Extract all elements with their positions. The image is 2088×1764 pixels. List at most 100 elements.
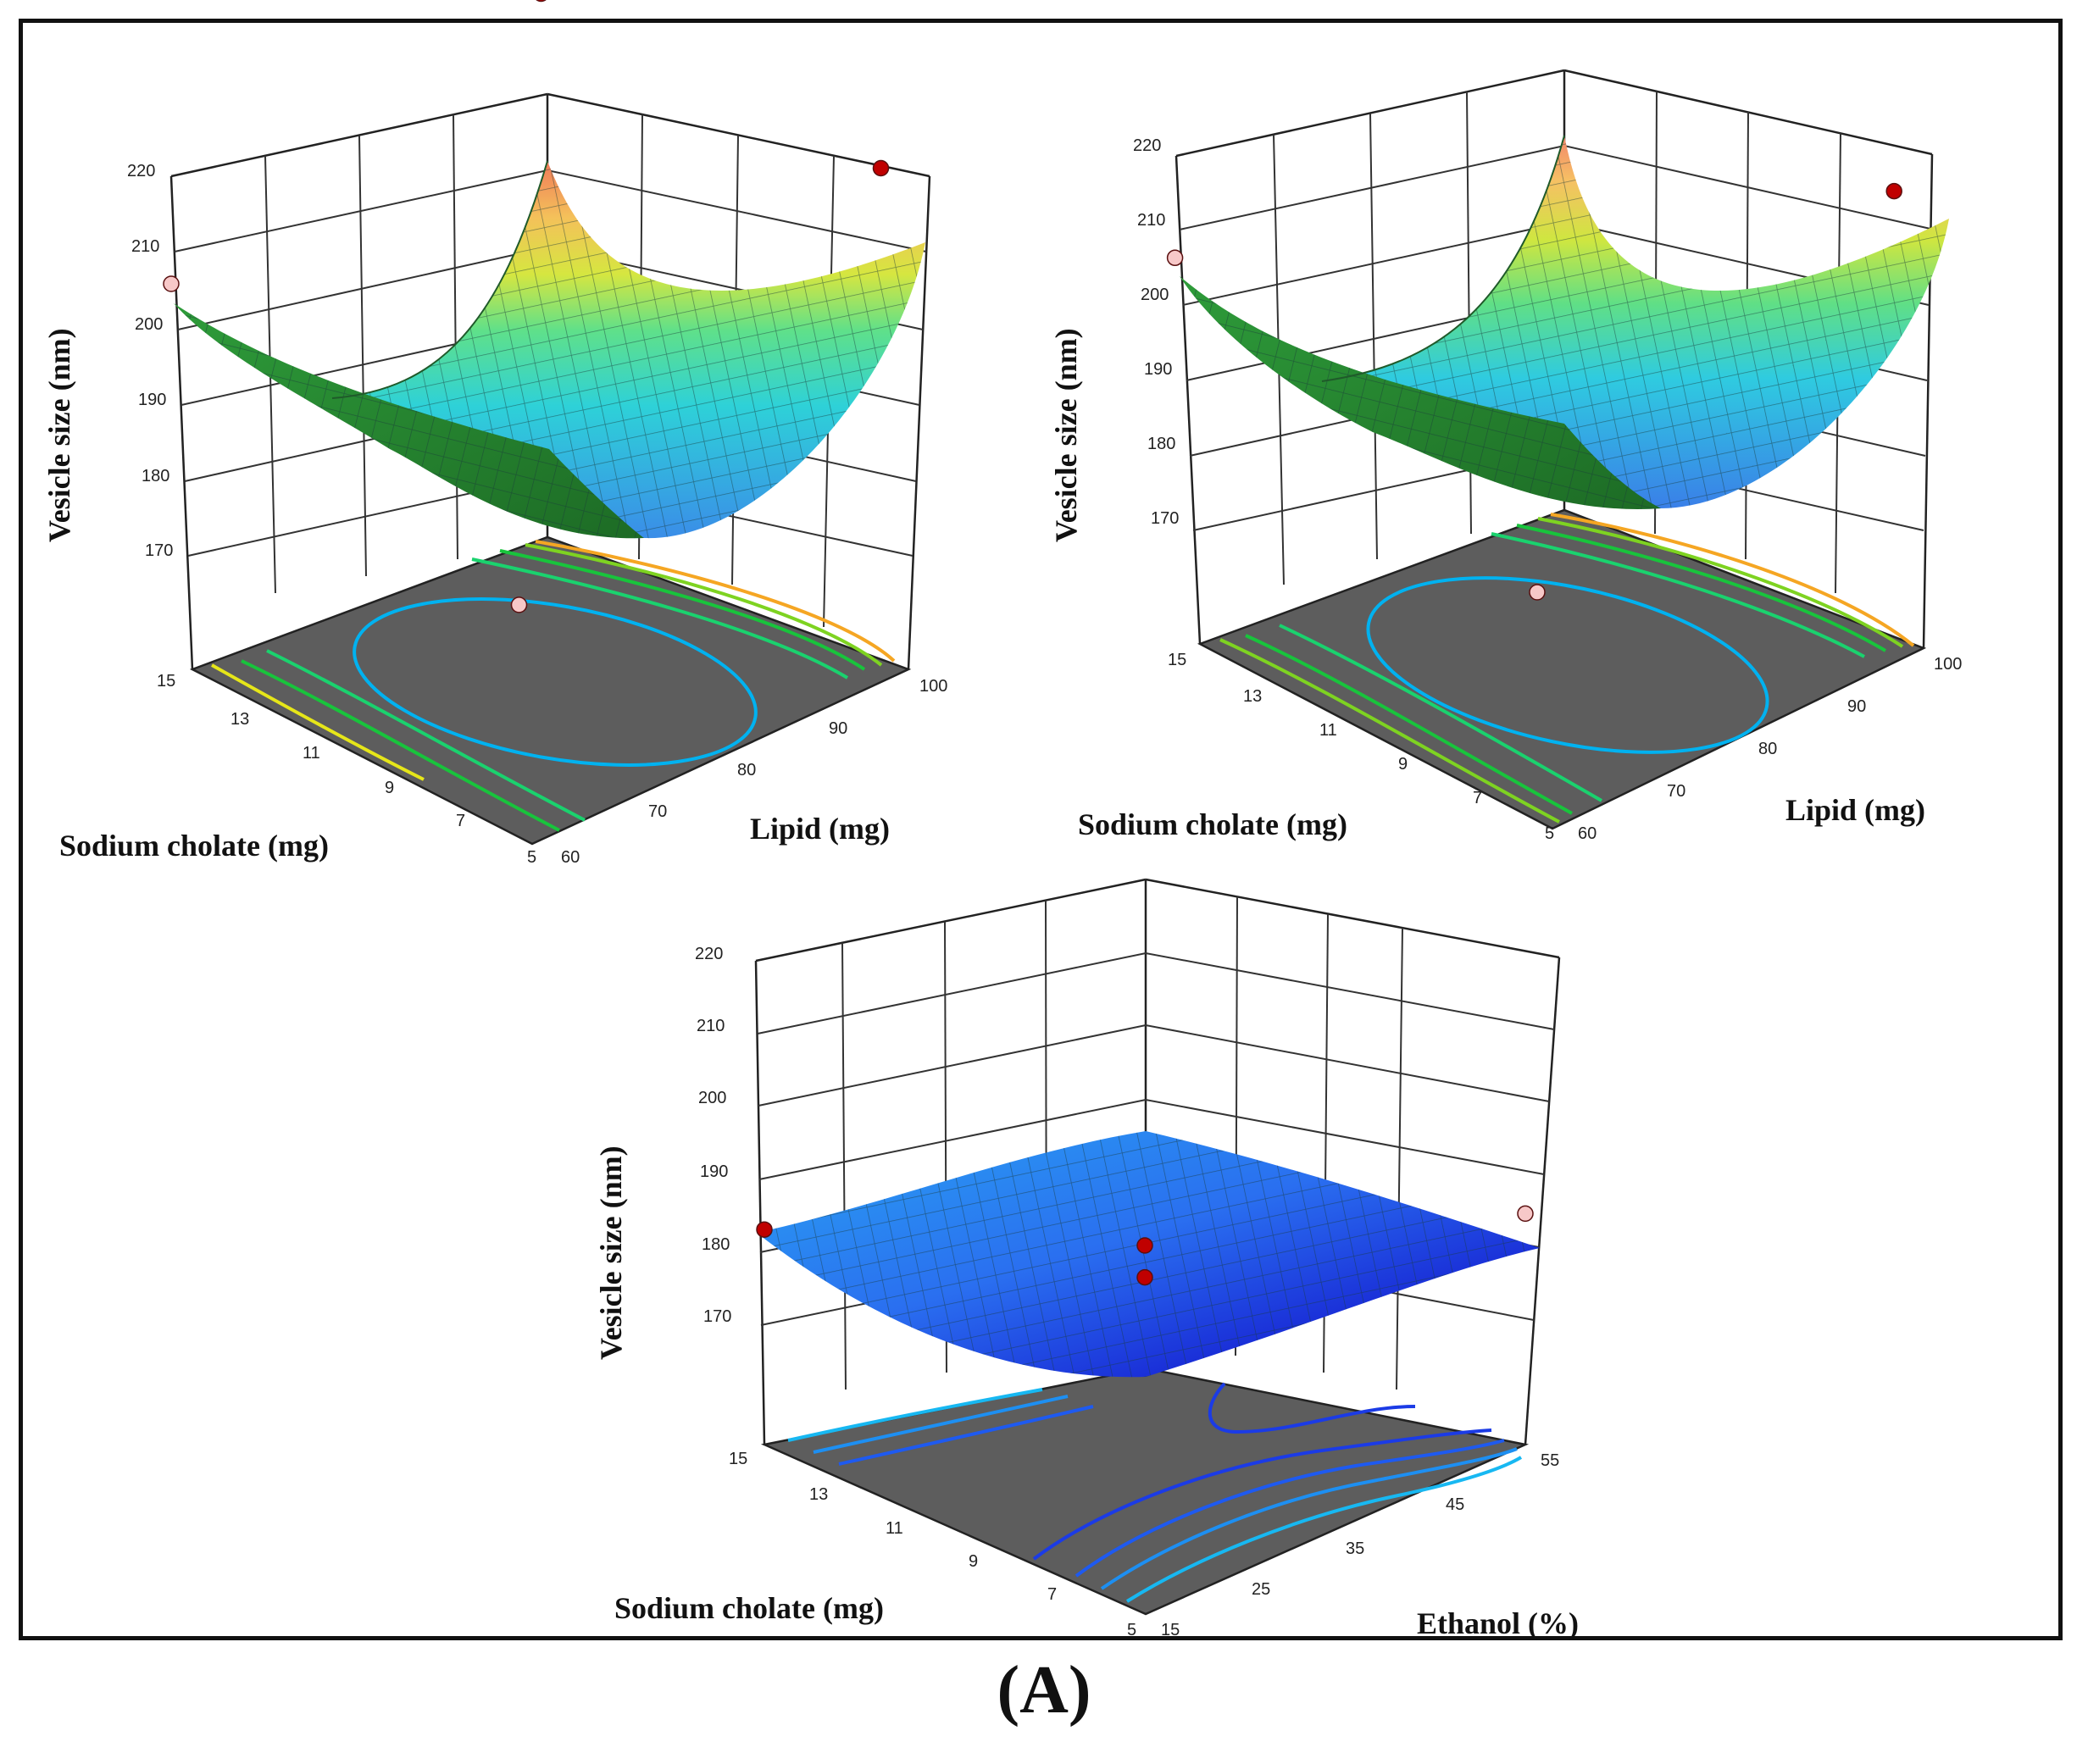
panel-3-contour	[1075, 1439, 1505, 1578]
panel-2-design-point	[1529, 584, 1546, 601]
panel-1-x-tick: 9	[385, 779, 394, 797]
panel-1-z-tick: 180	[142, 467, 169, 485]
panel-2-z-tick: 190	[1144, 360, 1172, 379]
panel-3-y-tick: 15	[1161, 1621, 1180, 1639]
panel-3-gridline	[758, 1098, 1545, 1180]
panel-1-contour	[211, 663, 425, 781]
panel-1-surface-main-mesh	[332, 161, 925, 539]
panel-label: (A)	[997, 1653, 1091, 1728]
panel-3-y-tick: 25	[1252, 1580, 1270, 1599]
panel-2-z-ticks: 220 210 200 190 180 170	[1133, 136, 1179, 528]
panel-3-surface-main-mesh	[757, 1131, 1540, 1378]
panel-1-surface-front-mesh	[174, 303, 644, 539]
panel-2-contour	[1516, 524, 1887, 652]
panel-1-contour	[471, 557, 849, 680]
panel-1-floor	[189, 535, 912, 846]
panel-1-contour	[241, 659, 560, 832]
panel-3-y-tick: 55	[1541, 1451, 1559, 1470]
panel-1-x-tick: 13	[230, 710, 249, 729]
panel-1-gridline	[169, 175, 194, 670]
panel-3-x-tick: 9	[969, 1552, 978, 1571]
panel-2-design-point	[1166, 249, 1184, 267]
panel-1-y-label: Lipid (mg)	[750, 812, 890, 846]
panel-2-surface-edge	[1321, 135, 1565, 382]
panel-1-design-point	[163, 275, 180, 292]
panel-2-y-ticks: 60 70 80 90 100	[1578, 655, 1962, 843]
panel-2-points	[1166, 182, 1902, 601]
panel-1-gridline	[907, 175, 931, 670]
panel-2-gridline	[1175, 69, 1565, 158]
panel-3-z-tick: 210	[697, 1017, 725, 1035]
panel-2-z-tick: 210	[1137, 211, 1165, 230]
panel-2-surface	[1180, 135, 1949, 509]
panel-1-y-ticks: 60 70 80 90 100	[561, 677, 947, 867]
panel-3-contour	[1032, 1428, 1492, 1561]
panel-3-y-label: Ethanol (%)	[1417, 1606, 1579, 1640]
panel-2-z-tick: 220	[1133, 136, 1161, 155]
panel-3: 220 210 200 190 180 170 15 13 11 9 7 5 1…	[594, 878, 1579, 1640]
panel-1-z-tick: 200	[135, 315, 163, 334]
panel-2-z-tick: 180	[1147, 435, 1175, 453]
panel-2-x-tick: 7	[1473, 789, 1482, 807]
panel-3-gridline	[1145, 878, 1560, 959]
panel-1-x-tick: 7	[456, 812, 465, 830]
panel-1-contour	[525, 543, 883, 667]
panel-3-x-tick: 5	[1127, 1621, 1136, 1639]
panel-1-z-ticks: 220 210 200 190 180 170	[127, 162, 173, 560]
panel-2-x-ticks: 15 13 11 9 7 5	[1168, 651, 1554, 843]
panel-3-y-ticks: 15 25 35 45 55	[1161, 1451, 1559, 1639]
panel-1: 220 210 200 190 180 170 15 13 11 9 7 5 6…	[42, 0, 947, 867]
panel-3-z-ticks: 220 210 200 190 180 170	[695, 945, 731, 1326]
panel-1-gridline	[453, 114, 458, 560]
panel-1-gridline	[547, 92, 930, 178]
panel-2: 220 210 200 190 180 170 15 13 11 9 7 5 6…	[1049, 69, 1962, 843]
panel-3-contour	[838, 1405, 1094, 1466]
panel-1-x-tick: 5	[527, 848, 536, 867]
panel-3-points	[756, 1205, 1534, 1286]
panel-1-gridline	[170, 92, 548, 178]
panel-3-z-tick: 190	[700, 1162, 728, 1181]
panel-3-z-label: Vesicle size (nm)	[594, 1145, 628, 1360]
panel-1-y-tick: 90	[829, 719, 847, 738]
panel-3-gridline	[755, 878, 1147, 962]
panel-1-design-point	[536, 0, 547, 3]
panel-3-gridline	[1524, 957, 1561, 1445]
panel-1-z-tick: 170	[145, 541, 173, 560]
panel-2-x-tick: 5	[1545, 824, 1554, 843]
panel-1-design-point	[510, 596, 528, 613]
panel-3-gridline	[841, 942, 847, 1390]
panel-2-y-tick: 70	[1667, 782, 1685, 801]
panel-2-x-tick: 9	[1398, 755, 1408, 774]
panel-1-y-tick: 100	[919, 677, 947, 696]
panel-1-z-label: Vesicle size (nm)	[42, 328, 76, 542]
panel-3-gridline	[757, 951, 1555, 1035]
panel-1-x-tick: 11	[303, 744, 320, 763]
panel-3-y-tick: 35	[1346, 1539, 1364, 1558]
panel-2-gridline	[1174, 155, 1202, 645]
panel-2-y-label: Lipid (mg)	[1785, 793, 1925, 827]
panel-3-z-tick: 200	[698, 1089, 726, 1107]
panel-3-gridline	[758, 1023, 1550, 1107]
panel-1-y-tick: 70	[648, 802, 667, 821]
panel-2-y-tick: 60	[1578, 824, 1597, 843]
panel-2-x-tick: 15	[1168, 651, 1186, 669]
panel-3-contour	[813, 1395, 1069, 1454]
panel-2-surface-main-mesh	[1322, 136, 1949, 509]
panel-3-contour	[787, 1388, 1043, 1442]
panel-2-surface-front-mesh	[1180, 276, 1661, 509]
panel-3-surface	[757, 1131, 1540, 1378]
panel-3-x-tick: 7	[1047, 1585, 1057, 1604]
panel-3-design-point	[1136, 1268, 1153, 1286]
panel-2-contour	[1537, 517, 1904, 648]
panel-2-contour	[1491, 532, 1865, 658]
panel-1-points	[163, 0, 890, 613]
panel-2-design-point	[1885, 182, 1902, 200]
panel-2-z-tick: 170	[1151, 509, 1179, 528]
panel-1-z-tick: 190	[138, 391, 166, 409]
panel-1-y-tick: 60	[561, 848, 580, 867]
panel-3-y-tick: 45	[1446, 1495, 1464, 1514]
panel-2-x-tick: 13	[1243, 687, 1262, 706]
panel-3-gridline	[754, 960, 766, 1445]
panel-3-x-label: Sodium cholate (mg)	[614, 1591, 884, 1625]
